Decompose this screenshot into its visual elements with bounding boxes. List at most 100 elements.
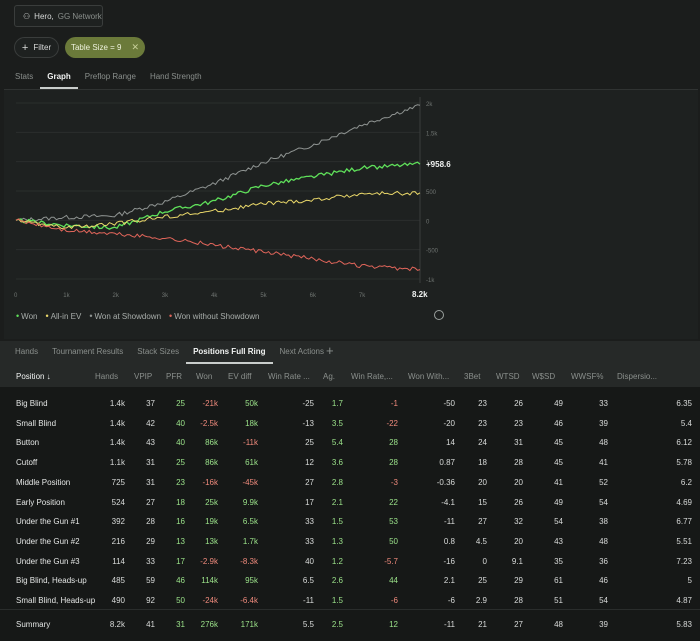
table-row[interactable]: Early Position 524 27 18 25k 9.9k 17 2.1 22 -4.1 1… [0, 492, 700, 512]
cell-4: -16k [202, 477, 218, 487]
cell-13: 48 [599, 438, 608, 448]
tab-tournament-results[interactable]: Tournament Results [52, 347, 124, 356]
filter-button[interactable]: + Filter [14, 37, 59, 58]
tab-stats[interactable]: Stats [15, 72, 34, 81]
column-header-5[interactable]: EV diff [228, 372, 252, 381]
graph-settings-icon[interactable] [434, 310, 444, 320]
position-name: Early Position [16, 497, 65, 507]
player-selector[interactable]: ⚇ Hero, GG Network [14, 5, 103, 27]
table-row[interactable]: Under the Gun #2 216 29 13 13k 1.7k 33 1.3 50 0.8… [0, 531, 700, 551]
legend-won[interactable]: • Won [16, 311, 38, 321]
cell-10: 0 [482, 556, 487, 566]
cell-4: -2.5k [200, 418, 218, 428]
add-tab-button[interactable]: + [326, 343, 334, 358]
tab-preflop-range[interactable]: Preflop Range [84, 72, 136, 81]
cell-10: 20 [478, 477, 487, 487]
cell-5: -6.4k [240, 596, 258, 605]
cell-8: 28 [389, 458, 398, 468]
legend-allin-ev[interactable]: • All-in EV [45, 311, 82, 321]
cell-5: -45k [242, 477, 258, 487]
position-name: Big Blind [16, 399, 48, 408]
tab-graph[interactable]: Graph [40, 72, 78, 89]
cell-14: 5.83 [676, 619, 692, 629]
column-header-7[interactable]: Ag. [323, 372, 336, 381]
legend-won-without-showdown[interactable]: • Won without Showdown [169, 311, 260, 321]
column-header-12[interactable]: W$SD [532, 372, 556, 381]
cell-9: -4.1 [441, 497, 455, 507]
position-name: Under the Gun #2 [16, 536, 80, 546]
cell-14: 4.87 [676, 596, 692, 605]
table-row[interactable]: Middle Position 725 31 23 -16k -45k 27 2.8 -3 -0.… [0, 472, 700, 492]
column-header-3[interactable]: PFR [166, 372, 182, 381]
position-name: Under the Gun #1 [16, 517, 80, 527]
plus-icon: + [21, 41, 29, 54]
cell-5: 1.7k [242, 536, 258, 546]
cell-3: 17 [176, 556, 185, 566]
cell-11: 31 [514, 438, 523, 448]
cell-3: 40 [176, 438, 185, 448]
tab-hands[interactable]: Hands [15, 347, 39, 356]
tab-next-actions[interactable]: Next Actions [279, 347, 324, 356]
cell-10: 15 [478, 497, 487, 507]
cell-4: 86k [205, 458, 218, 468]
cell-9: -16 [443, 556, 455, 566]
cell-6: 6.5 [302, 576, 314, 586]
column-header-10[interactable]: 3Bet [464, 372, 481, 381]
cell-11: 29 [514, 576, 523, 586]
cell-13: 46 [599, 576, 608, 586]
column-header-13[interactable]: WWSF% [571, 372, 604, 381]
y-tick-label: 1k [426, 161, 433, 167]
cell-1: 1.4k [109, 438, 125, 448]
table-row[interactable]: Button 1.4k 43 40 86k -11k 25 5.4 28 14 24 31 45 48 6.… [0, 432, 700, 452]
cell-7: 3.5 [331, 418, 343, 428]
cell-3: 46 [176, 576, 185, 586]
cell-2: 27 [146, 497, 155, 507]
column-header-1[interactable]: Hands [95, 372, 119, 381]
table-row[interactable]: Big Blind, Heads-up 485 59 46 114k 95k 6.5 2.6 4… [0, 570, 700, 590]
position-name: Button [16, 438, 40, 448]
column-header-11[interactable]: WTSD [496, 372, 520, 381]
table-row[interactable]: Cutoff 1.1k 31 25 86k 61k 12 3.6 28 0.87 18 28 45 41 5… [0, 452, 700, 472]
tab-positions-full-ring[interactable]: Positions Full Ring [186, 347, 273, 364]
cell-5: 171k [240, 619, 258, 629]
table-row[interactable]: Under the Gun #3 114 33 17 -2.9k -8.3k 40 1.2 -5… [0, 551, 700, 571]
won-end-label: +958.6 [426, 160, 451, 169]
column-header-9[interactable]: Won With... [408, 372, 450, 381]
x-tick-label: 7k [359, 293, 366, 299]
cell-11: 23 [514, 418, 523, 428]
table-row[interactable]: Under the Gun #1 392 28 16 19k 6.5k 33 1.5 53 -11… [0, 511, 700, 531]
cell-1: 524 [111, 497, 125, 507]
close-icon[interactable]: ✕ [131, 42, 140, 52]
cell-1: 1.4k [109, 418, 125, 428]
cell-12: 54 [554, 517, 563, 527]
table-row[interactable]: Small Blind 1.4k 42 40 -2.5k 18k -13 3.5 -22 -20 2… [0, 413, 700, 433]
cell-5: 50k [245, 399, 258, 408]
tab-stack-sizes[interactable]: Stack Sizes [137, 347, 180, 356]
cell-7: 1.3 [331, 536, 343, 546]
cell-12: 46 [554, 418, 563, 428]
table-row[interactable]: Small Blind, Heads-up 490 92 50 -24k -6.4k -11… [0, 590, 700, 610]
column-header-0[interactable]: Position ↓ [16, 372, 51, 381]
tab-hand-strength[interactable]: Hand Strength [149, 72, 202, 81]
column-header-2[interactable]: VPIP [134, 372, 153, 381]
cell-13: 36 [599, 556, 608, 566]
y-tick-label: 0 [426, 219, 430, 225]
table-size-filter-tag[interactable]: Table Size = 9 ✕ [65, 37, 145, 58]
cell-13: 41 [599, 458, 608, 468]
graph-panel [4, 89, 698, 339]
y-tick-label: 500 [426, 190, 437, 196]
column-header-14[interactable]: Dispersio... [617, 372, 658, 381]
column-header-4[interactable]: Won [196, 372, 213, 381]
legend-won-at-showdown[interactable]: • Won at Showdown [89, 311, 162, 321]
player-name: Hero, [34, 11, 54, 21]
cell-6: 27 [305, 477, 314, 487]
column-header-8[interactable]: Win Rate,... [351, 372, 393, 381]
x-tick-label: 3k [162, 293, 169, 299]
summary-row[interactable]: Summary 8.2k 41 31 276k 171k 5.5 2.5 12 -11 21 27 48… [0, 614, 700, 634]
cell-1: 1.1k [109, 458, 125, 468]
column-header-6[interactable]: Win Rate ... [268, 372, 310, 381]
cell-10: 27 [478, 517, 487, 527]
cell-7: 2.5 [331, 619, 343, 629]
table-row[interactable]: Big Blind 1.4k 37 25 -21k 50k -25 1.7 -1 -50 23 26 4… [0, 393, 700, 413]
cell-9: -0.36 [436, 477, 455, 487]
